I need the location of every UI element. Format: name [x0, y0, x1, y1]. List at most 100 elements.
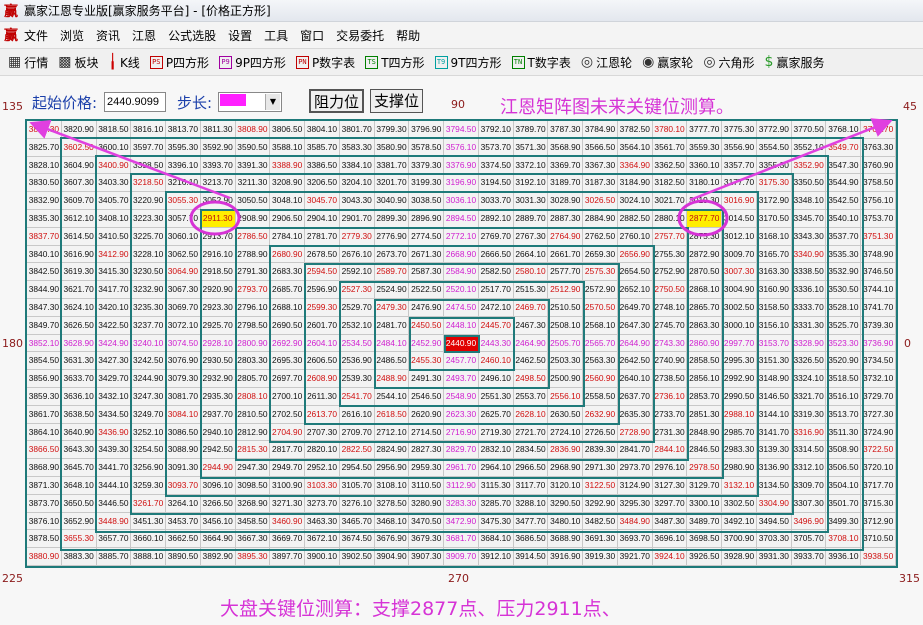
grid-cell[interactable]: 3936.10: [826, 548, 862, 566]
grid-cell[interactable]: 2952.10: [305, 459, 340, 477]
grid-cell[interactable]: 3674.50: [339, 530, 375, 549]
grid-cell[interactable]: 2961.70: [444, 459, 479, 477]
grid-cell[interactable]: 3938.50: [861, 548, 896, 566]
grid-cell[interactable]: 3165.70: [756, 245, 792, 264]
grid-cell[interactable]: 3290.50: [548, 494, 584, 513]
grid-cell[interactable]: 3487.30: [652, 512, 688, 531]
grid-cell[interactable]: 3744.10: [861, 281, 896, 299]
grid-cell[interactable]: 3746.50: [861, 263, 896, 282]
grid-cell[interactable]: 3160.90: [756, 281, 792, 299]
grid-cell[interactable]: 2968.90: [548, 459, 584, 477]
grid-cell[interactable]: 2712.10: [374, 423, 410, 442]
grid-cell[interactable]: 3681.70: [444, 530, 479, 549]
grid-cell[interactable]: 3890.50: [166, 548, 201, 566]
grid-cell[interactable]: 3739.30: [861, 316, 896, 335]
grid-cell[interactable]: 3278.50: [374, 494, 410, 513]
grid-cell[interactable]: 3100.90: [270, 476, 306, 495]
grid-cell[interactable]: 3489.70: [687, 512, 723, 531]
grid-cell[interactable]: 2846.50: [687, 441, 723, 460]
grid-cell[interactable]: 2750.50: [652, 281, 688, 299]
grid-cell[interactable]: 2868.10: [687, 281, 723, 299]
grid-cell[interactable]: 2652.10: [617, 281, 653, 299]
grid-cell[interactable]: 3328.90: [791, 334, 827, 353]
grid-cell[interactable]: 3520.90: [826, 352, 862, 371]
grid-cell[interactable]: 2500.90: [548, 370, 584, 388]
grid-cell[interactable]: 2971.30: [583, 459, 618, 477]
toolbar-button-10[interactable]: ◉ 赢家轮: [642, 54, 693, 71]
grid-cell[interactable]: 2752.90: [652, 263, 688, 282]
grid-cell[interactable]: 2827.30: [409, 441, 445, 460]
grid-cell[interactable]: 2944.90: [200, 459, 236, 477]
grid-cell[interactable]: 3340.90: [791, 245, 827, 264]
grid-cell[interactable]: 2947.30: [235, 459, 271, 477]
grid-cell[interactable]: 2755.30: [652, 245, 688, 264]
menu-item-2[interactable]: 资讯: [96, 28, 121, 43]
grid-cell[interactable]: 2949.70: [270, 459, 306, 477]
grid-cell[interactable]: 3477.70: [513, 512, 549, 531]
grid-cell[interactable]: 3724.90: [861, 423, 896, 442]
grid-cell[interactable]: 3691.30: [583, 530, 618, 549]
grid-cell[interactable]: 2649.70: [617, 298, 653, 317]
grid-cell[interactable]: 2740.90: [652, 352, 688, 371]
grid-cell[interactable]: 3499.30: [826, 512, 862, 531]
grid-cell[interactable]: 2517.70: [478, 281, 514, 299]
grid-cell[interactable]: 3273.70: [305, 494, 340, 513]
grid-cell[interactable]: 2654.50: [617, 263, 653, 282]
grid-cell[interactable]: 3451.30: [131, 512, 167, 531]
grid-cell[interactable]: 2858.50: [687, 352, 723, 371]
grid-cell[interactable]: 2481.70: [374, 316, 410, 335]
chevron-down-icon[interactable]: ▼: [265, 94, 280, 110]
grid-cell[interactable]: 3302.50: [722, 494, 757, 513]
grid-cell[interactable]: 2841.70: [617, 441, 653, 460]
grid-cell[interactable]: 2510.50: [548, 298, 584, 317]
grid-cell[interactable]: 3664.90: [200, 530, 236, 549]
grid-cell[interactable]: 3511.30: [826, 423, 862, 442]
grid-cell[interactable]: 3307.30: [791, 494, 827, 513]
grid-cell[interactable]: 3928.90: [722, 548, 757, 566]
grid-cell[interactable]: 2822.50: [339, 441, 375, 460]
grid-cell[interactable]: 3921.70: [617, 548, 653, 566]
grid-cell[interactable]: 3919.30: [583, 548, 618, 566]
grid-cell[interactable]: 3108.10: [374, 476, 410, 495]
grid-cell[interactable]: 2656.90: [617, 245, 653, 264]
grid-cell[interactable]: 3309.70: [791, 476, 827, 495]
grid-cell[interactable]: 3324.10: [791, 370, 827, 388]
grid-cell[interactable]: 3343.30: [791, 227, 827, 246]
grid-cell[interactable]: 3271.30: [270, 494, 306, 513]
grid-cell[interactable]: 2594.50: [305, 263, 340, 282]
grid-cell[interactable]: 2721.70: [513, 423, 549, 442]
grid-cell[interactable]: 2472.10: [478, 298, 514, 317]
grid-cell[interactable]: 3540.10: [826, 209, 862, 228]
grid-cell[interactable]: 3266.50: [200, 494, 236, 513]
grid-cell[interactable]: 3096.10: [200, 476, 236, 495]
grid-cell[interactable]: 2707.30: [305, 423, 340, 442]
grid-cell[interactable]: 3679.30: [409, 530, 445, 549]
grid-cell[interactable]: 2508.10: [548, 316, 584, 335]
grid-cell[interactable]: 3163.30: [756, 263, 792, 282]
grid-cell[interactable]: 2992.90: [722, 370, 757, 388]
grid-cell[interactable]: 3141.70: [756, 423, 792, 442]
grid-cell[interactable]: 3676.90: [374, 530, 410, 549]
grid-cell[interactable]: 3912.10: [478, 548, 514, 566]
grid-cell[interactable]: 3907.30: [409, 548, 445, 566]
grid-cell[interactable]: 2474.50: [444, 298, 479, 317]
grid-cell[interactable]: 3261.70: [131, 494, 167, 513]
grid-cell[interactable]: 3168.10: [756, 227, 792, 246]
grid-cell[interactable]: 3732.10: [861, 370, 896, 388]
grid-cell[interactable]: 2709.70: [339, 423, 375, 442]
grid-cell[interactable]: 2844.10: [652, 441, 688, 460]
grid-cell[interactable]: 3014.50: [722, 209, 757, 228]
grid-cell[interactable]: 3729.70: [861, 387, 896, 406]
grid-cell[interactable]: 3136.90: [756, 459, 792, 477]
grid-cell[interactable]: 3002.50: [722, 298, 757, 317]
grid-cell[interactable]: 3345.70: [791, 209, 827, 228]
grid-cell[interactable]: 2863.30: [687, 316, 723, 335]
grid-cell[interactable]: 2544.10: [374, 387, 410, 406]
grid-cell[interactable]: 3103.30: [305, 476, 340, 495]
grid-cell[interactable]: 2834.50: [513, 441, 549, 460]
toolbar-button-3[interactable]: PS P四方形: [149, 54, 209, 71]
grid-cell[interactable]: 2476.90: [409, 298, 445, 317]
grid-cell[interactable]: 2832.10: [478, 441, 514, 460]
grid-cell[interactable]: 3508.90: [826, 441, 862, 460]
menu-item-7[interactable]: 窗口: [300, 28, 325, 43]
